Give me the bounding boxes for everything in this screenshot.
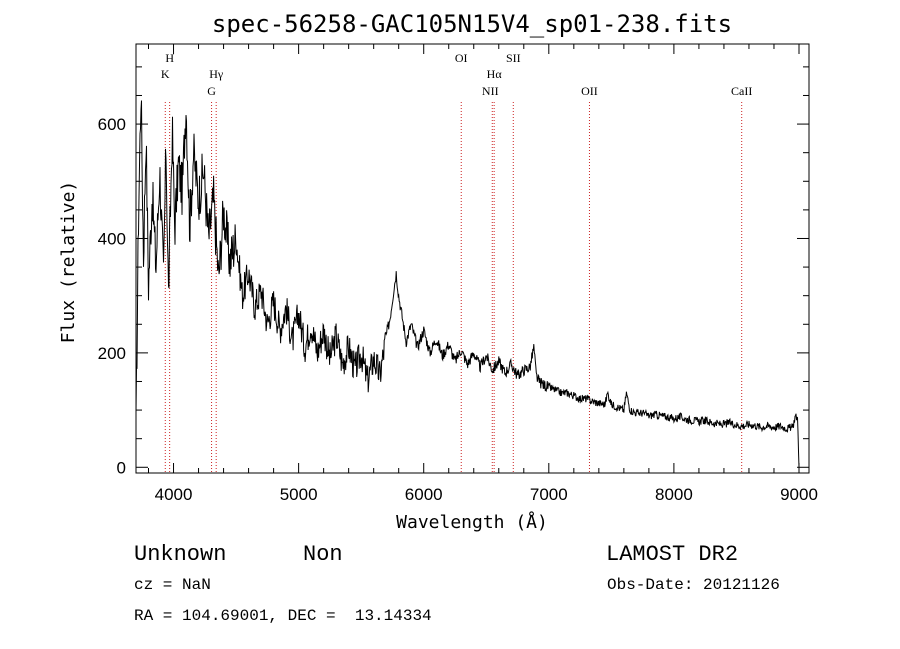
line-marker-label: G [207,84,216,98]
y-tick-label: 0 [117,458,126,477]
coordinates-text: RA = 104.69001, DEC = 13.14334 [134,607,432,625]
line-marker-label: Hγ [209,67,224,81]
axis-ticks: 4000 5000 6000 7000 8000 9000 0 200 400 600 [98,44,818,504]
y-axis-label: Flux (relative) [58,181,79,344]
line-marker-label: NII [482,84,499,98]
line-marker-label: OI [455,51,468,65]
x-axis-label: Wavelength (Å) [396,511,548,533]
redshift-text: cz = NaN [134,576,211,594]
line-marker-label: Hα [487,67,503,81]
line-marker-label: CaII [731,84,752,98]
obs-date-text: Obs-Date: 20121126 [607,576,780,594]
survey-name: LAMOST DR2 [606,542,738,567]
plot-frame [135,43,810,474]
x-tick-label: 6000 [405,485,443,504]
line-marker-label: K [161,67,170,81]
chart-title: spec-56258-GAC105N15V4_sp01-238.fits [212,10,732,38]
line-marker-label: OII [581,84,598,98]
x-tick-label: 9000 [780,485,818,504]
y-tick-label: 600 [98,115,126,134]
object-class: Unknown [134,542,226,567]
spectrum-series [135,100,800,468]
x-tick-label: 7000 [530,485,568,504]
x-tick-label: 5000 [280,485,318,504]
object-subclass: Non [303,542,343,567]
x-tick-label: 4000 [155,485,193,504]
line-marker-label: H [165,51,174,65]
x-tick-label: 8000 [655,485,693,504]
line-marker-label: SII [506,51,521,65]
y-tick-label: 200 [98,344,126,363]
y-tick-label: 400 [98,229,126,248]
spectrum-line [135,100,800,468]
